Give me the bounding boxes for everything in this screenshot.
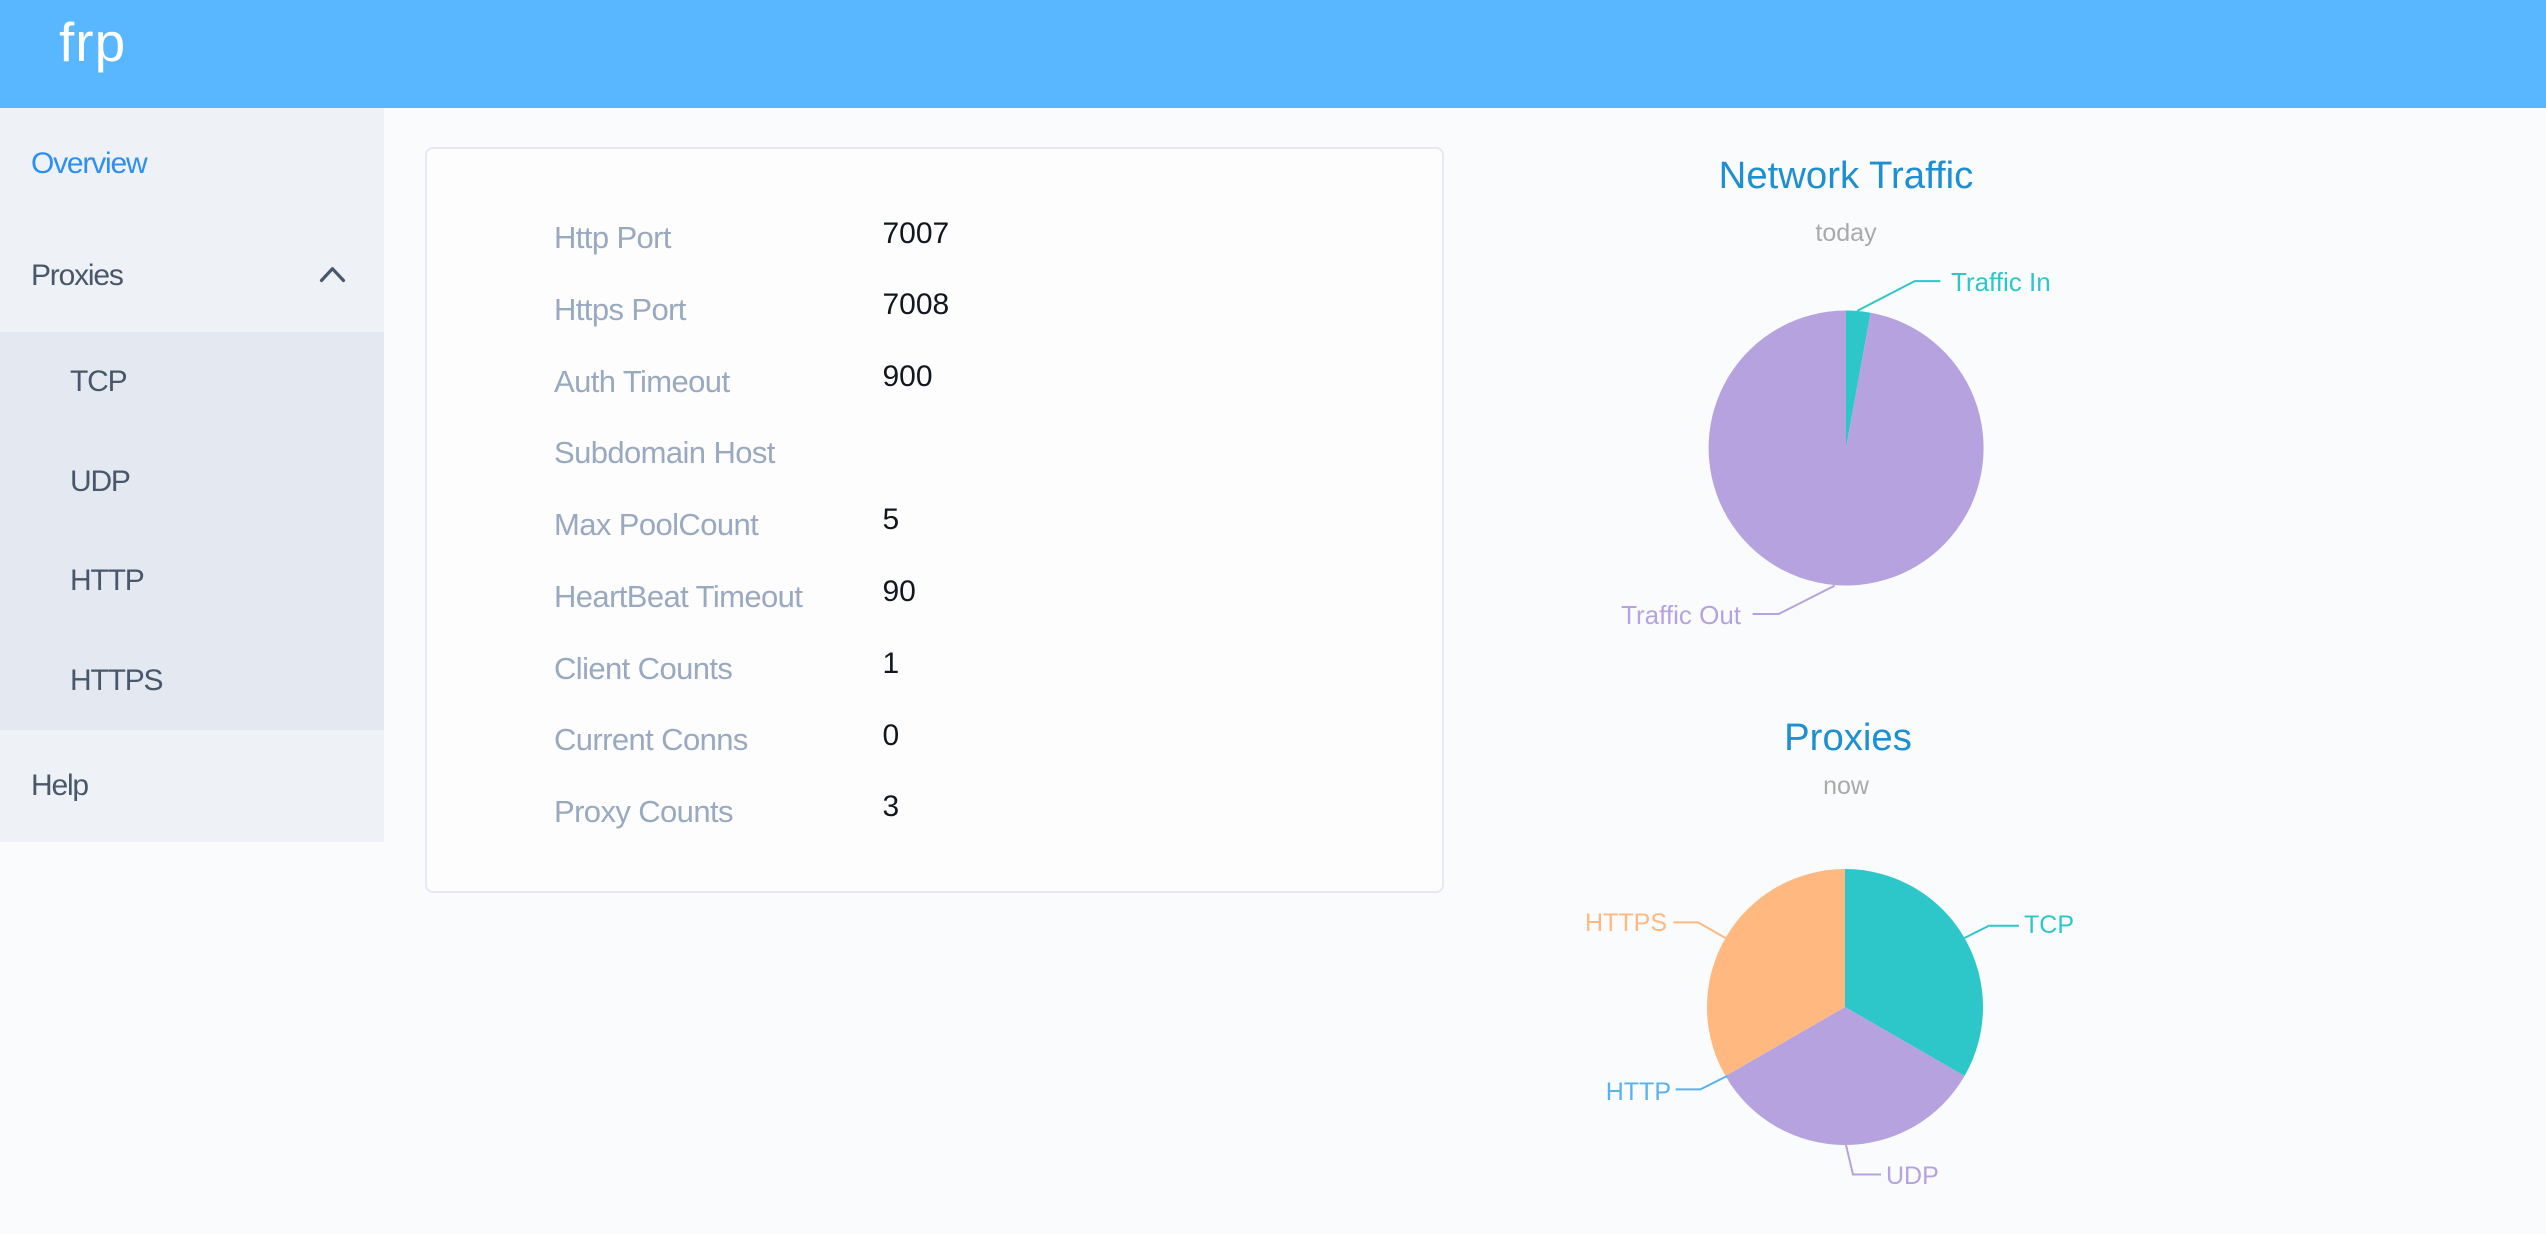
svg-text:Traffic Out: Traffic Out <box>1621 600 1742 630</box>
svg-text:HTTPS: HTTPS <box>1585 909 1667 937</box>
svg-text:Network Traffic: Network Traffic <box>1719 154 1974 197</box>
svg-text:UDP: UDP <box>1886 1162 1939 1190</box>
svg-text:Proxies: Proxies <box>1784 716 1912 759</box>
svg-text:HTTP: HTTP <box>1606 1078 1671 1106</box>
svg-text:TCP: TCP <box>2024 911 2074 939</box>
svg-text:today: today <box>1815 219 1877 247</box>
svg-text:Traffic In: Traffic In <box>1951 267 2051 297</box>
svg-text:now: now <box>1823 772 1870 800</box>
